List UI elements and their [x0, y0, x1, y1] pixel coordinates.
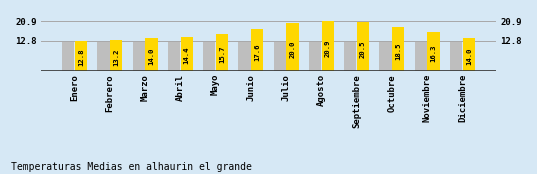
Bar: [380, 42, 392, 71]
Bar: [133, 42, 145, 71]
Text: 14.0: 14.0: [466, 47, 472, 65]
Bar: [75, 41, 87, 71]
Text: 13.2: 13.2: [113, 48, 119, 66]
Bar: [251, 29, 263, 71]
Text: 15.7: 15.7: [219, 46, 225, 63]
Text: 14.4: 14.4: [184, 47, 190, 64]
Text: 20.5: 20.5: [360, 40, 366, 58]
Bar: [203, 42, 215, 71]
Bar: [168, 42, 180, 71]
Bar: [309, 42, 321, 71]
Text: 18.5: 18.5: [395, 42, 401, 60]
Bar: [62, 42, 74, 71]
Bar: [216, 34, 228, 71]
Bar: [415, 42, 427, 71]
Text: 20.0: 20.0: [289, 41, 295, 58]
Text: 12.8: 12.8: [78, 49, 84, 66]
Bar: [180, 37, 193, 71]
Text: Temperaturas Medias en alhaurin el grande: Temperaturas Medias en alhaurin el grand…: [11, 162, 252, 172]
Text: 17.6: 17.6: [254, 44, 260, 61]
Text: 16.3: 16.3: [431, 45, 437, 62]
Bar: [450, 42, 462, 71]
Bar: [344, 42, 357, 71]
Bar: [357, 22, 369, 71]
Bar: [238, 42, 251, 71]
Bar: [97, 42, 110, 71]
Bar: [145, 38, 157, 71]
Bar: [463, 38, 475, 71]
Text: 20.9: 20.9: [325, 40, 331, 57]
Bar: [274, 42, 286, 71]
Text: 14.0: 14.0: [148, 47, 155, 65]
Bar: [427, 32, 440, 71]
Bar: [322, 21, 334, 71]
Bar: [110, 40, 122, 71]
Bar: [392, 27, 404, 71]
Bar: [286, 23, 299, 71]
